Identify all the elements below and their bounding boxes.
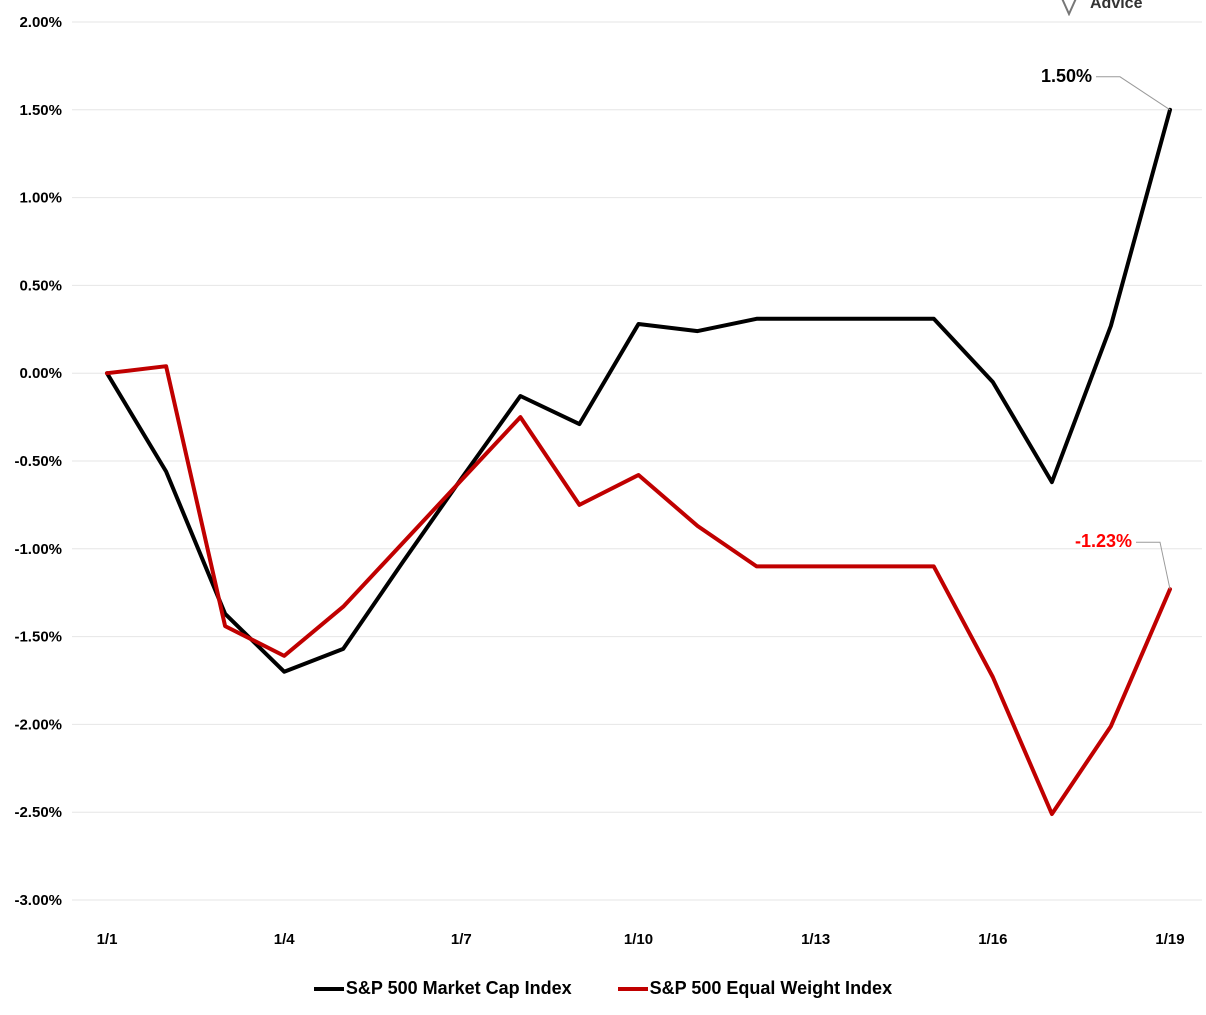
y-tick-label: -0.50% xyxy=(14,453,62,470)
y-tick-label: 0.50% xyxy=(19,277,62,294)
series-line-market-cap xyxy=(105,107,1172,674)
y-tick-label: -3.00% xyxy=(14,892,62,909)
y-tick-label: -2.00% xyxy=(14,716,62,733)
legend-label-market-cap: S&P 500 Market Cap Index xyxy=(345,978,572,998)
series-line-equal-weight xyxy=(105,364,1172,816)
brand-logo: Advice xyxy=(1058,0,1142,16)
y-axis-ticks: 2.00% 1.50% 1.00% 0.50% 0.00% -0.50% -1.00% -1.… xyxy=(14,14,62,909)
legend-item-market-cap: S&P 500 Market Cap Index xyxy=(313,978,572,999)
series-lines xyxy=(105,107,1172,816)
logo-mark-icon xyxy=(1061,0,1077,16)
gridlines xyxy=(72,21,1202,901)
line-chart: 2.00% 1.50% 1.00% 0.50% 0.00% -0.50% -1.00% -1.… xyxy=(14,14,1202,948)
x-axis-ticks: 1/1 1/4 1/7 1/10 1/13 1/16 1/19 xyxy=(97,931,1185,948)
y-tick-label: 1.00% xyxy=(19,190,62,207)
legend-swatch-equal-weight xyxy=(617,986,648,991)
end-label-leader-equal-weight xyxy=(1136,541,1171,590)
x-tick-label: 1/16 xyxy=(978,931,1007,948)
end-value-labels: 1.50% -1.23% xyxy=(1041,66,1171,590)
end-label-leader-market-cap xyxy=(1096,76,1171,111)
y-tick-label: 0.00% xyxy=(19,365,62,382)
end-label-market-cap: 1.50% xyxy=(1041,66,1092,86)
y-tick-label: -1.00% xyxy=(14,541,62,558)
y-tick-label: 1.50% xyxy=(19,102,62,119)
x-tick-label: 1/4 xyxy=(274,931,296,948)
chart-legend: S&P 500 Market Cap Index S&P 500 Equal W… xyxy=(0,978,1206,999)
y-tick-label: -1.50% xyxy=(14,629,62,646)
x-tick-label: 1/7 xyxy=(451,931,472,948)
logo-text: Advice xyxy=(1090,0,1143,12)
end-label-equal-weight: -1.23% xyxy=(1075,531,1132,551)
x-tick-label: 1/1 xyxy=(97,931,118,948)
legend-item-equal-weight: S&P 500 Equal Weight Index xyxy=(617,978,893,999)
y-tick-label: 2.00% xyxy=(19,14,62,31)
legend-swatch-market-cap xyxy=(313,986,344,991)
x-tick-label: 1/19 xyxy=(1155,931,1184,948)
y-tick-label: -2.50% xyxy=(14,804,62,821)
x-tick-label: 1/13 xyxy=(801,931,830,948)
legend-label-equal-weight: S&P 500 Equal Weight Index xyxy=(649,978,893,998)
x-tick-label: 1/10 xyxy=(624,931,653,948)
